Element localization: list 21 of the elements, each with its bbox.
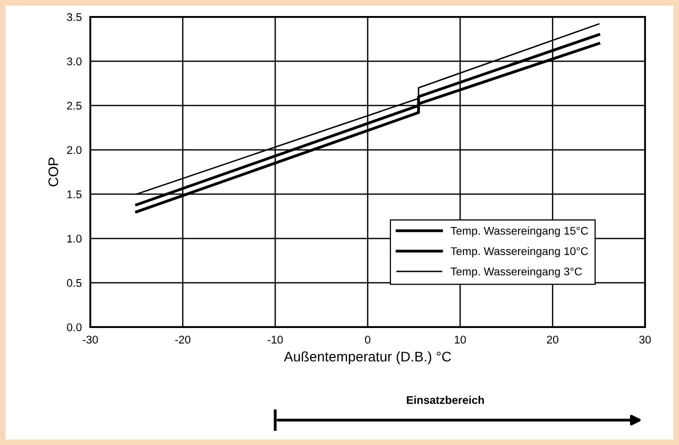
x-tick-label: 20 bbox=[546, 336, 558, 344]
x-tick-label: 0 bbox=[365, 336, 370, 344]
y-axis-title: COP bbox=[48, 158, 58, 186]
y-tick-label: 3.0 bbox=[66, 57, 82, 66]
x-tick-label: -10 bbox=[268, 336, 283, 344]
legend-label: Temp. Wassereingang 3°C bbox=[450, 267, 582, 278]
y-tick-label: 0.5 bbox=[66, 279, 82, 287]
x-tick-label: 30 bbox=[639, 336, 651, 344]
x-axis-title: Außentemperatur (D.B.) °C bbox=[284, 351, 451, 364]
y-tick-label: 3.5 bbox=[66, 13, 82, 22]
legend-label: Temp. Wassereingang 15°C bbox=[450, 226, 588, 237]
x-tick-label: 10 bbox=[454, 336, 466, 344]
y-tick-label: 2.5 bbox=[67, 102, 82, 110]
y-tick-label: 0.0 bbox=[66, 323, 82, 332]
x-tick-label: -30 bbox=[82, 336, 98, 344]
x-tick-label: -20 bbox=[175, 336, 190, 344]
legend-label: Temp. Wassereingang 10°C bbox=[450, 246, 588, 258]
text: Einsatzbereich bbox=[406, 396, 484, 404]
y-tick-label: 1.0 bbox=[67, 234, 82, 243]
y-tick-label: 1.5 bbox=[67, 190, 82, 198]
y-tick-label: 2.0 bbox=[67, 146, 82, 154]
